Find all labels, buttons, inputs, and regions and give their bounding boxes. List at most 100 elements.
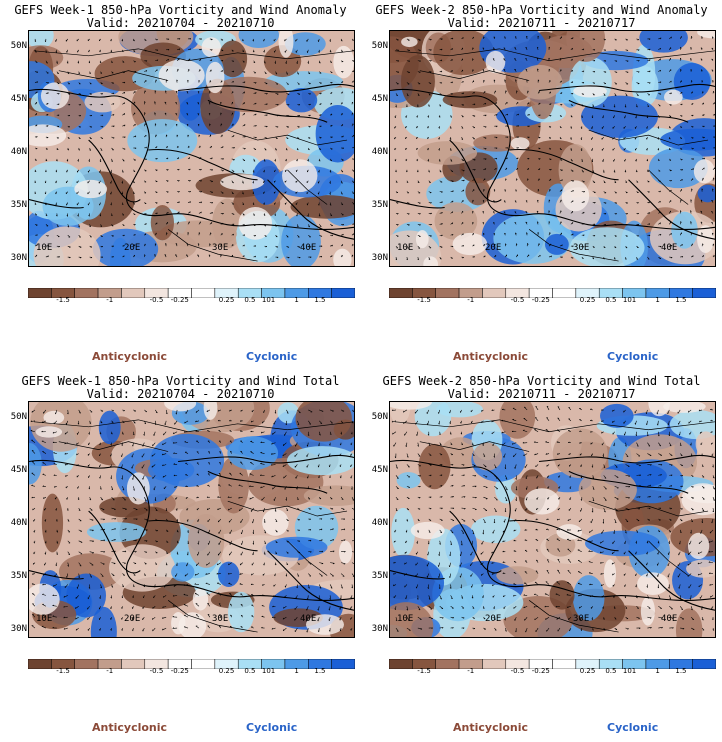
cyclonic-region	[285, 88, 318, 113]
cyclonic-region	[127, 119, 198, 163]
colorbar-swatch	[191, 287, 216, 299]
colorbar-tick-label: -1.5	[417, 667, 431, 675]
colorbar-tick-label: 0.25	[579, 667, 596, 675]
coastline-border	[588, 500, 709, 517]
longitude-label: 30E	[212, 614, 229, 624]
cyclonic-region	[265, 536, 328, 558]
coastline-border	[628, 550, 716, 611]
wind-vectors	[391, 405, 716, 633]
neutral-region	[220, 174, 265, 191]
latitude-label: 30N	[371, 253, 388, 263]
legend-anticyclonic: Anticyclonic	[92, 350, 168, 363]
coastline-border	[509, 519, 619, 552]
longitude-label: 40E	[661, 614, 678, 624]
anticyclonic-region	[686, 559, 720, 578]
coastline-border	[528, 600, 619, 633]
colorbar	[388, 283, 717, 299]
latitude-label: 50N	[10, 41, 27, 51]
longitude-label: 30E	[573, 614, 590, 624]
coastline-border	[58, 441, 169, 452]
colorbar-tick-label: 0.5	[244, 296, 256, 304]
latitude-label: 45N	[371, 465, 388, 475]
neutral-region	[510, 137, 530, 150]
neutral-region	[415, 230, 429, 249]
coastline-border	[28, 199, 84, 209]
neutral-region	[126, 472, 150, 505]
coastline-border	[389, 199, 445, 209]
colorbar-tick-label: -1.5	[56, 667, 70, 675]
cyclonic-region	[396, 472, 421, 489]
coastline-border	[389, 570, 445, 580]
colorbar	[27, 283, 356, 299]
longitude-label: 20E	[485, 614, 502, 624]
vorticity-map	[356, 7, 722, 284]
cyclonic-region	[228, 591, 255, 633]
panel-title: GEFS Week-2 850-hPa Vorticity and Wind T…	[382, 374, 701, 388]
anticyclonic-region	[434, 202, 478, 240]
cyclonic-region	[471, 515, 521, 544]
latitude-label: 40N	[371, 147, 388, 157]
colorbar-tick-label: 0.25	[579, 296, 596, 304]
neutral-region	[573, 84, 607, 98]
cyclonic-region	[631, 66, 659, 107]
legend-cyclonic: Cyclonic	[607, 350, 659, 363]
map-panel: GEFS Week-1 850-hPa Vorticity and Wind T…	[0, 371, 383, 742]
cyclonic-region	[66, 573, 107, 618]
neutral-region	[43, 410, 65, 425]
anticyclonic-region	[465, 177, 491, 206]
neutral-region	[401, 36, 418, 48]
colorbar-tick-label: 1	[655, 667, 660, 675]
coastline-border	[28, 460, 355, 601]
neutral-region	[664, 89, 683, 105]
panel-valid-dates: Valid: 20210711 - 20210717	[447, 387, 636, 401]
cyclonic-region	[648, 147, 708, 189]
latitude-label: 30N	[10, 624, 27, 634]
anticyclonic-region	[417, 141, 478, 165]
colorbar-tick-label: -1	[467, 296, 475, 304]
neutral-region	[697, 225, 715, 254]
neutral-region	[238, 207, 273, 240]
cyclonic-region	[544, 233, 569, 255]
coastline-border	[88, 139, 141, 203]
colorbar-tick-label: -0.25	[531, 296, 550, 304]
cyclonic-region	[391, 507, 415, 558]
neutral-region	[158, 59, 205, 92]
colorbar-tick-label: 1	[655, 296, 660, 304]
colorbar-tick-label: -1.5	[56, 296, 70, 304]
panel-title: GEFS Week-2 850-hPa Vorticity and Wind A…	[375, 3, 708, 17]
neutral-region	[561, 180, 590, 212]
coastline-border	[267, 179, 355, 240]
vorticity-map	[3, 383, 383, 657]
latitude-label: 35N	[10, 200, 27, 210]
colorbar	[388, 654, 717, 670]
colorbar-tick-label: -0.25	[170, 296, 189, 304]
longitude-label: 40E	[300, 614, 317, 624]
anticyclonic-region	[218, 456, 249, 514]
anticyclonic-region	[517, 64, 563, 100]
longitude-label: 10E	[36, 614, 53, 624]
coastline-border	[389, 89, 716, 230]
coastline-border	[167, 229, 258, 262]
latitude-label: 30N	[10, 253, 27, 263]
neutral-region	[262, 509, 289, 536]
neutral-region	[663, 400, 706, 413]
anticyclonic-region	[290, 195, 363, 219]
coastline-border	[568, 470, 689, 494]
anticyclonic-region	[159, 220, 237, 248]
neutral-region	[19, 124, 67, 147]
cyclonic-region	[98, 410, 121, 445]
colorbar-tick-label: -0.5	[149, 667, 164, 675]
anticyclonic-region	[558, 143, 593, 197]
cyclonic-region	[572, 575, 605, 621]
neutral-region	[282, 159, 318, 193]
colorbar-tick-label: 1	[294, 667, 299, 675]
legend-cyclonic: Cyclonic	[607, 721, 659, 734]
colorbar-swatch	[482, 658, 507, 670]
cyclonic-region	[669, 409, 722, 440]
anticyclonic-region	[41, 493, 64, 553]
colorbar-swatch	[388, 658, 413, 670]
anticyclonic-region	[552, 428, 608, 479]
colorbar-tick-label: -0.25	[531, 667, 550, 675]
neutral-region	[485, 50, 506, 74]
neutral-region	[603, 559, 617, 588]
